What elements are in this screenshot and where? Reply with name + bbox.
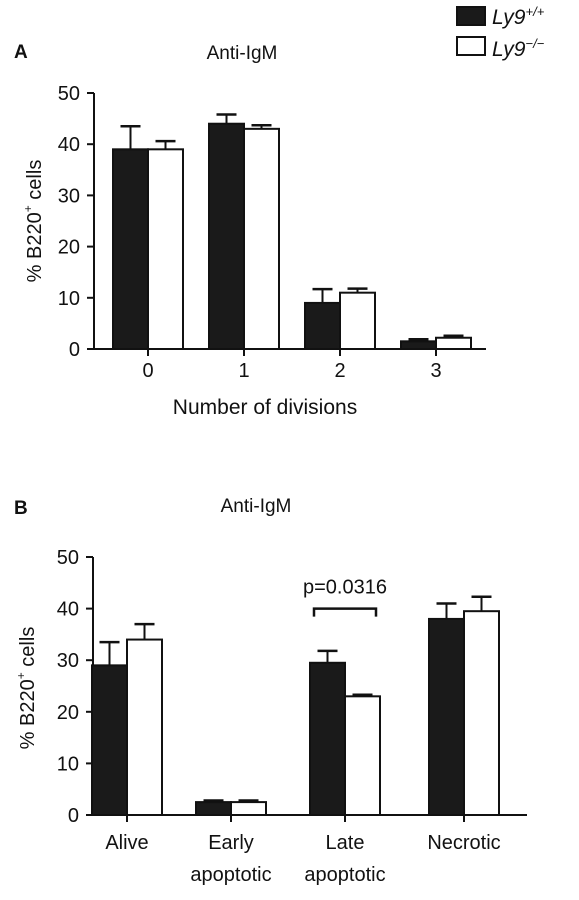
panel-b-x-tick-label: Early [208,832,254,854]
panel-a-x-tick-label: 3 [430,360,441,382]
panel-b-x-tick-label: Necrotic [427,832,500,854]
panel-a-x-tick-label: 0 [142,360,153,382]
legend: Ly9+/+ Ly9−/− [456,4,545,61]
panel-b-y-tick-label: 10 [57,753,79,775]
panel-a-x-tick-label: 2 [334,360,345,382]
panel-b-x-tick-label: apoptotic [304,864,385,886]
panel-b-significance-bracket [312,607,378,617]
panel-b-bar [126,638,163,816]
panel-a-title: Anti-IgM [207,43,278,64]
panel-b-letter: B [14,498,28,519]
panel-b-bar [230,801,267,816]
panel-a-x-tick-label: 1 [238,360,249,382]
legend-label-knockout: Ly9−/− [492,36,545,61]
panel-b-x-tick-label: Alive [105,832,148,854]
panel-b-bar [91,664,128,816]
panel-a-bar [304,301,341,351]
legend-swatch-knockout [456,36,486,56]
panel-b-p-value-label: p=0.0316 [303,577,387,599]
panel-b-y-tick-label: 0 [68,805,79,827]
panel-b-bar [463,610,500,816]
panel-a-y-tick-label: 40 [58,134,80,156]
panel-a-plot-area: 0 10 20 30 40 50 0 1 2 3 Number of divisions [58,83,486,419]
legend-swatch-wildtype [456,6,486,26]
panel-a-y-tick-label: 0 [69,339,80,361]
panel-b-bar [344,695,381,817]
panel-b-y-axis-label-sup: + [14,672,28,679]
panel-a-bar [243,127,280,350]
panel-a-y-axis-label-sup: + [21,205,35,212]
legend-label-wildtype-sup: +/+ [525,4,544,19]
panel-b-bar [309,661,346,817]
panel-a-bar [208,122,245,350]
panel-b-x-tick-label: Late [326,832,365,854]
panel-b-y-tick-label: 30 [57,650,79,672]
panel-b-bar [195,801,232,816]
panel-b-y-tick-label: 20 [57,702,79,724]
panel-b-x-tick-label: apoptotic [190,864,271,886]
panel-a-bar [400,340,437,351]
panel-a-y-tick-label: 10 [58,288,80,310]
panel-a-y-axis-label: % B220+ cells [21,160,46,283]
panel-a-bar [435,336,472,350]
panel-b-y-tick-label: 40 [57,599,79,621]
panel-b-y-tick-label: 50 [57,547,79,569]
panel-a-y-tick-label: 30 [58,185,80,207]
panel-b-title: Anti-IgM [221,496,292,517]
panel-a-letter: A [14,42,28,63]
panel-b-y-axis-label: % B220+ cells [14,627,39,750]
legend-label-wildtype: Ly9+/+ [492,4,545,29]
panel-b-bar [428,617,465,816]
panel-a-bar [112,148,149,350]
panel-a-y-tick-label: 50 [58,83,80,105]
legend-label-knockout-sup: −/− [525,36,544,51]
panel-b-plot-area: 0 10 20 30 40 50 Alive Early apoptotic Late apopto… [57,547,527,886]
panel-a-y-tick-label: 20 [58,237,80,259]
chart-panel-b: B Anti-IgM % B220+ cells 0 10 20 30 40 50 Aliv… [14,496,527,886]
panel-a-bar [339,291,376,350]
chart-panel-a: A Anti-IgM % B220+ cells 0 10 20 30 40 50 0 1 2 3… [14,42,486,419]
panel-a-x-axis-label: Number of divisions [173,396,357,419]
panel-a-bar [147,148,184,350]
